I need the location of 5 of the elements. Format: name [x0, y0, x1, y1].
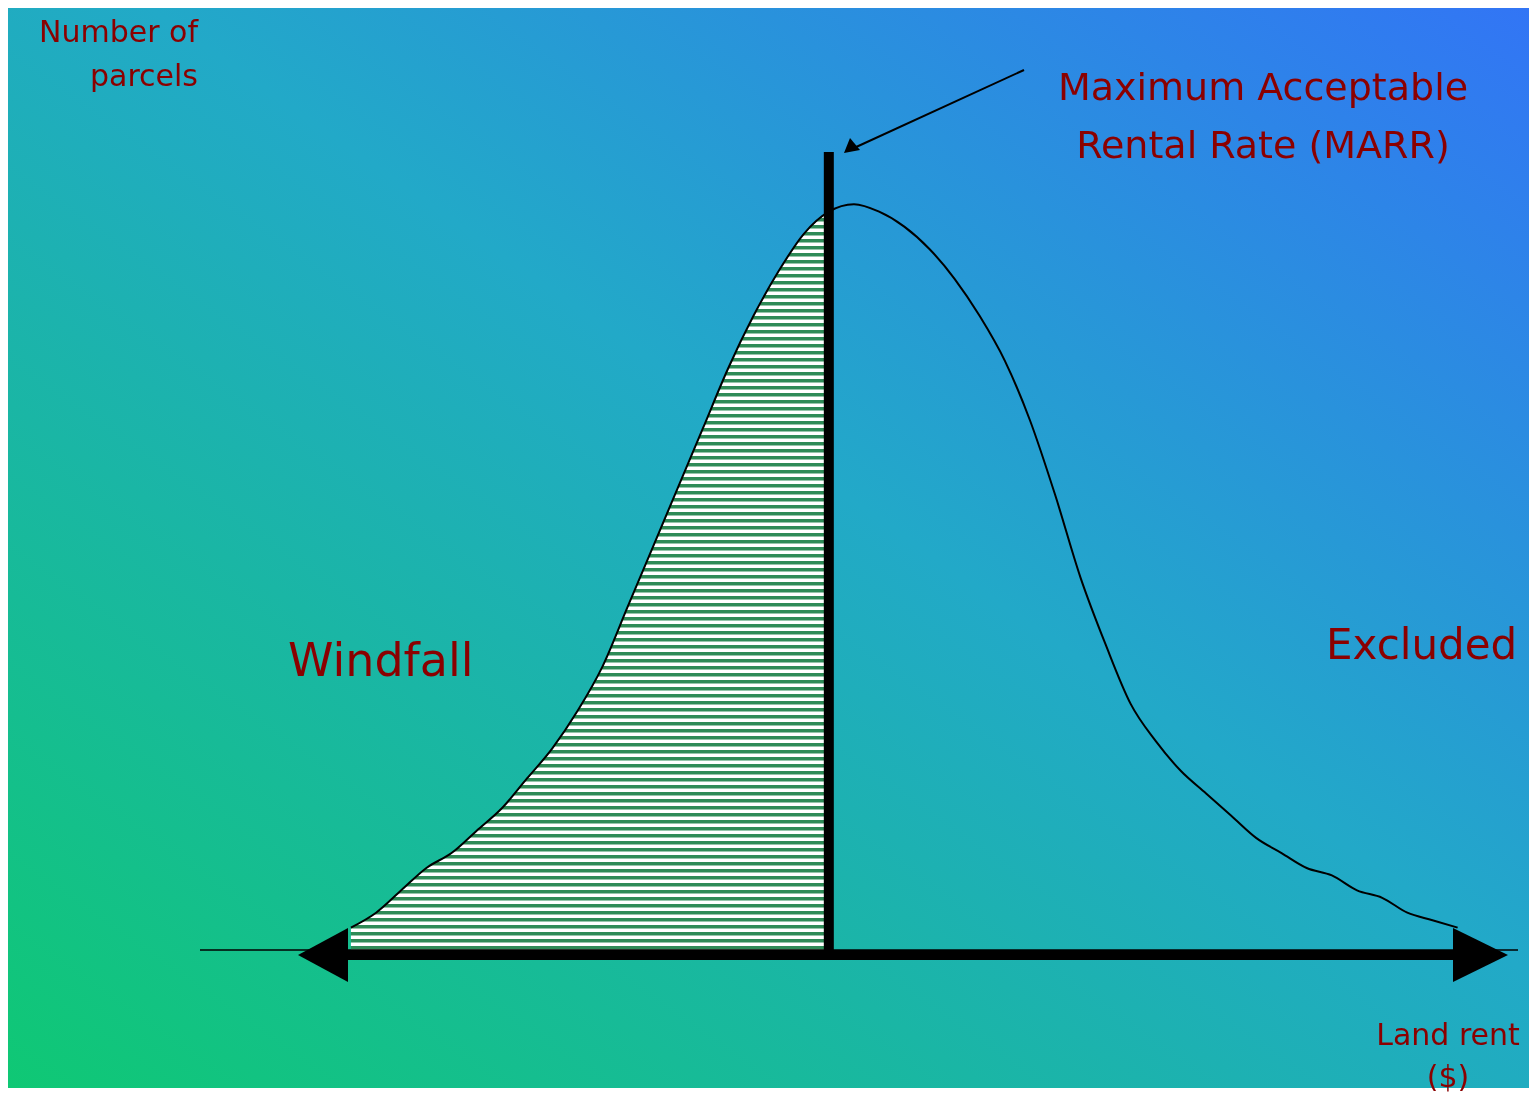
annotation: Excluded [1326, 620, 1518, 669]
annotation: Windfall [288, 633, 474, 687]
text: Maximum Acceptable Rental Rate (MARR) [1056, 64, 1470, 169]
x-axis-title: Land rent ($) [1375, 1016, 1521, 1096]
text: Number of parcels [38, 13, 198, 95]
